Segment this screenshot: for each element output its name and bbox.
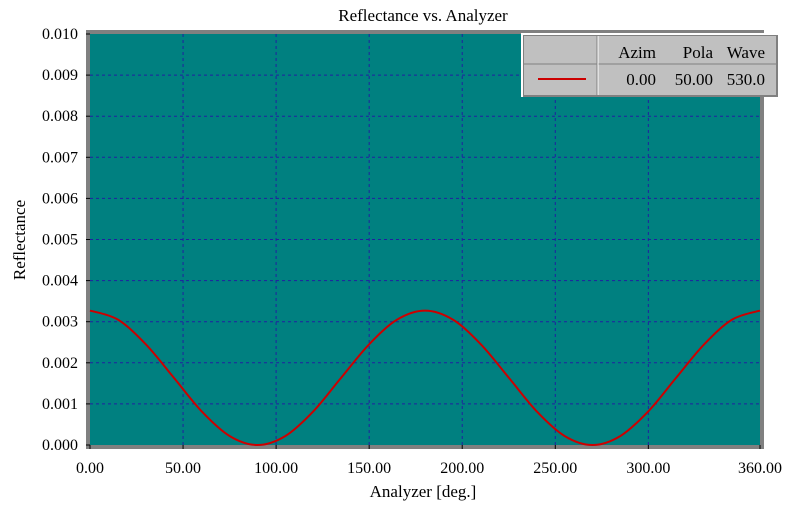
- x-axis-label: Analyzer [deg.]: [370, 482, 477, 501]
- y-tick-label: 0.010: [42, 26, 78, 43]
- legend-header-wave: Wave: [727, 43, 765, 62]
- x-axis: 0.00 50.00 100.00 150.00 200.00 250.00 300.00 3…: [76, 445, 782, 477]
- y-tick-label: 0.008: [42, 108, 78, 125]
- legend-value-wave: 530.0: [727, 70, 765, 89]
- y-tick-label: 0.007: [42, 149, 78, 166]
- y-tick-label: 0.000: [42, 437, 78, 454]
- x-tick-label: 100.00: [254, 460, 298, 477]
- x-tick-label: 200.00: [440, 460, 484, 477]
- y-tick-label: 0.001: [42, 396, 78, 413]
- x-tick-label: 250.00: [533, 460, 577, 477]
- chart-title: Reflectance vs. Analyzer: [338, 6, 508, 25]
- y-tick-label: 0.006: [42, 190, 78, 207]
- legend-header-azim: Azim: [618, 43, 656, 62]
- y-tick-label: 0.003: [42, 314, 78, 331]
- x-tick-label: 150.00: [347, 460, 391, 477]
- legend-header-pola: Pola: [683, 43, 714, 62]
- x-tick-label: 50.00: [165, 460, 201, 477]
- y-tick-label: 0.004: [42, 273, 78, 290]
- legend-value-azim: 0.00: [626, 70, 656, 89]
- legend: Azim Pola Wave 0.00 50.00 530.0: [521, 33, 778, 97]
- y-tick-label: 0.005: [42, 232, 78, 249]
- legend-background: [524, 36, 776, 95]
- legend-value-pola: 50.00: [675, 70, 713, 89]
- x-tick-label: 300.00: [626, 460, 670, 477]
- y-tick-label: 0.002: [42, 355, 78, 372]
- series-line: [89, 309, 761, 447]
- x-tick-label: 360.00: [738, 460, 782, 477]
- y-axis: 0.000 0.001 0.002 0.003 0.004 0.005 0.006 0.007…: [42, 26, 90, 454]
- y-axis-label: Reflectance: [10, 200, 29, 280]
- y-tick-label: 0.009: [42, 67, 78, 84]
- series-group: [89, 309, 761, 447]
- x-tick-label: 0.00: [76, 460, 104, 477]
